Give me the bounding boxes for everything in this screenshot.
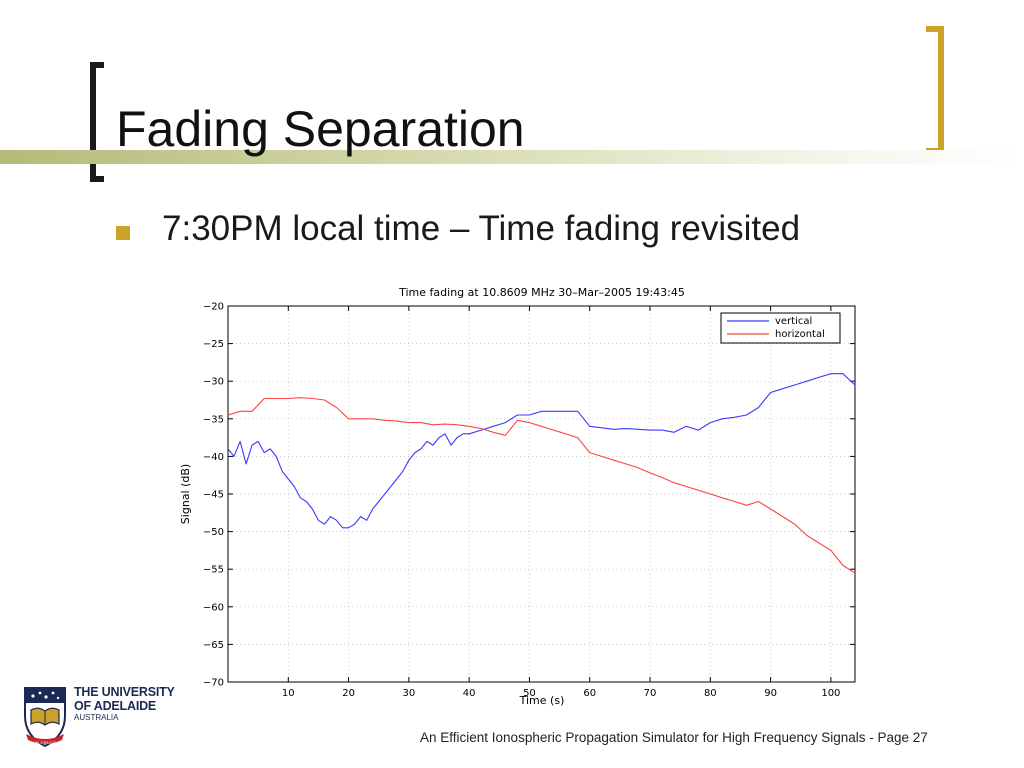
series-group bbox=[227, 373, 856, 574]
logo-line-3: AUSTRALIA bbox=[74, 712, 119, 722]
x-tick-label: 60 bbox=[583, 688, 596, 699]
x-tick-label: 50 bbox=[523, 688, 536, 699]
x-axis-label: Time (s) bbox=[519, 694, 565, 707]
y-tick-label: −20 bbox=[203, 302, 224, 313]
series-line-horizontal bbox=[227, 397, 856, 574]
title-underline-bar bbox=[0, 150, 1024, 164]
series-line-vertical bbox=[227, 373, 856, 529]
y-tick-label: −65 bbox=[203, 640, 224, 651]
y-tick-label: −35 bbox=[203, 414, 224, 425]
slide-title: Fading Separation bbox=[116, 101, 525, 157]
bullet-square-icon bbox=[116, 226, 130, 240]
y-tick-label: −30 bbox=[203, 377, 224, 388]
y-tick-label: −25 bbox=[203, 339, 224, 350]
logo-line-2: OF ADELAIDE bbox=[74, 698, 157, 713]
chart-legend: vertical horizontal bbox=[720, 312, 841, 344]
legend-box bbox=[720, 312, 841, 344]
legend-label-vertical: vertical bbox=[775, 316, 812, 327]
x-tick-label: 10 bbox=[282, 688, 295, 699]
title-bracket-left bbox=[90, 62, 104, 182]
y-tick-label: −40 bbox=[203, 452, 224, 463]
x-tick-label: 70 bbox=[644, 688, 657, 699]
grid-lines bbox=[228, 306, 855, 682]
axis-ticks: 10 20 30 40 50 60 70 80 90 100 −20 −25 −30 −35 −40 −45 −… bbox=[203, 302, 855, 699]
university-logo: THE UNIVERSITY OF ADELAIDE AUSTRALIA SUB… bbox=[22, 684, 182, 752]
y-tick-label: −50 bbox=[203, 527, 224, 538]
time-fading-chart: Time fading at 10.8609 MHz 30–Mar–2005 1… bbox=[179, 286, 856, 707]
chart-title: Time fading at 10.8609 MHz 30–Mar–2005 1… bbox=[398, 286, 685, 299]
x-tick-label: 100 bbox=[821, 688, 840, 699]
logo-wordmark: THE UNIVERSITY OF ADELAIDE AUSTRALIA bbox=[74, 685, 175, 722]
x-tick-label: 80 bbox=[704, 688, 717, 699]
logo-motto: SUB CRUCE LUMEN bbox=[30, 740, 74, 745]
university-crest-icon bbox=[24, 687, 66, 748]
y-tick-label: −55 bbox=[203, 565, 224, 576]
slide-footer: An Efficient Ionospheric Propagation Sim… bbox=[420, 730, 928, 745]
x-tick-label: 30 bbox=[402, 688, 415, 699]
y-axis-label: Signal (dB) bbox=[179, 464, 192, 524]
x-tick-label: 90 bbox=[764, 688, 777, 699]
bullet-text: 7:30PM local time – Time fading revisite… bbox=[162, 209, 801, 248]
y-tick-label: −60 bbox=[203, 602, 224, 613]
x-tick-label: 40 bbox=[463, 688, 476, 699]
x-tick-label: 20 bbox=[342, 688, 355, 699]
logo-line-1: THE UNIVERSITY bbox=[74, 685, 175, 699]
legend-label-horizontal: horizontal bbox=[775, 329, 825, 340]
y-tick-label: −45 bbox=[203, 490, 224, 501]
title-bracket-right bbox=[926, 26, 944, 154]
y-tick-label: −70 bbox=[203, 678, 224, 689]
